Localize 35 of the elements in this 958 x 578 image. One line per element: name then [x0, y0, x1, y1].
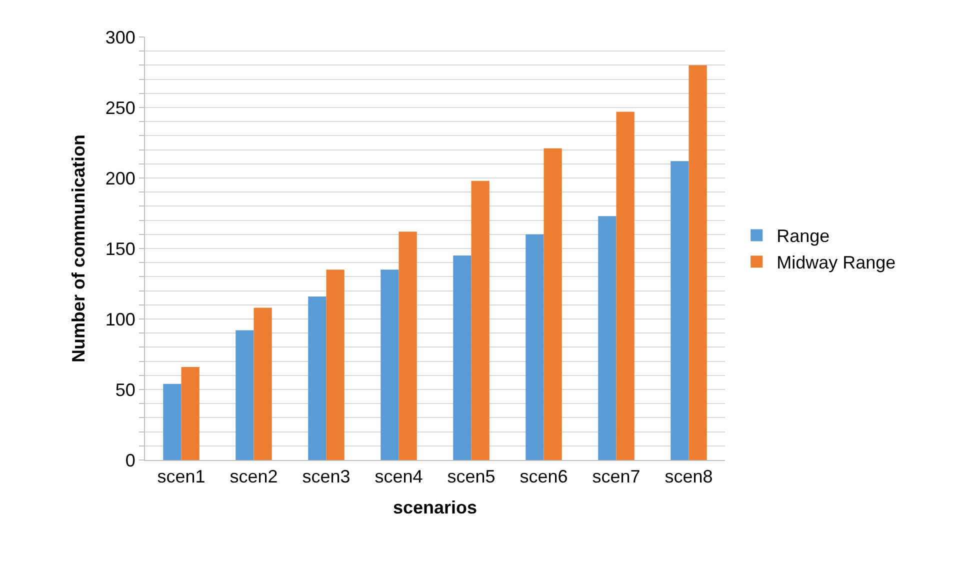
x-tick-label: scen5 [447, 466, 496, 487]
bar [544, 148, 562, 460]
x-tick-label: scen8 [664, 466, 713, 487]
x-tick-label: scen3 [302, 466, 350, 487]
x-axis-title: scenarios [392, 498, 478, 518]
bar [308, 296, 326, 460]
y-tick-label: 300 [105, 27, 136, 48]
y-tick-label: 150 [105, 238, 136, 259]
x-tick-label: scen4 [374, 466, 423, 487]
bar [670, 161, 689, 460]
y-tick-label: 100 [105, 309, 136, 330]
bar [598, 216, 616, 460]
bar [453, 256, 472, 460]
y-tick-label: 50 [115, 380, 136, 400]
y-tick-label: 250 [105, 98, 136, 118]
bar [398, 232, 417, 460]
bar [236, 330, 254, 460]
bar [254, 308, 272, 460]
legend-label: Range [776, 226, 830, 246]
bar [326, 270, 344, 460]
x-tick-label: scen7 [592, 466, 640, 487]
bar [380, 270, 399, 460]
bar [688, 65, 707, 460]
x-tick-label: scen1 [157, 466, 206, 487]
bar [163, 384, 182, 460]
x-tick-label: scen6 [520, 466, 568, 487]
y-tick-label: 200 [105, 168, 136, 188]
bar [616, 112, 634, 460]
bar [471, 180, 490, 460]
x-tick-label: scen2 [230, 466, 278, 487]
bar [181, 366, 200, 460]
y-tick-label: 0 [125, 450, 136, 470]
legend-label: Midway Range [776, 252, 896, 273]
bar [526, 234, 544, 460]
y-axis-title: Number of communication [68, 134, 89, 363]
